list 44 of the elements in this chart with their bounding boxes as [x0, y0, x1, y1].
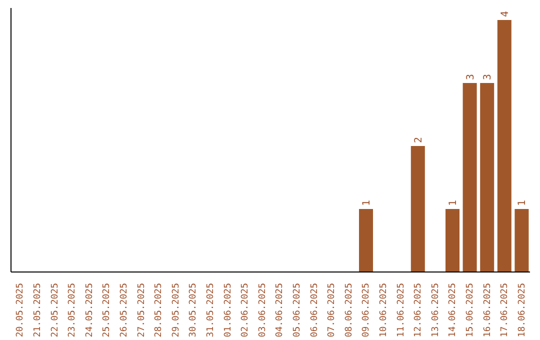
x-tick-label: 08.06.2025 [344, 283, 354, 338]
bar [446, 209, 460, 272]
x-tick-label: 29.05.2025 [171, 283, 182, 338]
data-label: 1 [517, 200, 528, 206]
x-tick-label: 09.06.2025 [362, 283, 372, 338]
bar [462, 83, 477, 272]
x-tick-label: 02.06.2025 [240, 283, 251, 338]
x-tick-label: 20.05.2025 [16, 283, 26, 338]
data-label: 2 [413, 136, 424, 143]
x-tick-label: 25.05.2025 [102, 283, 112, 338]
x-tick-label: 13.06.2025 [430, 283, 441, 338]
x-tick-label: 17.06.2025 [500, 283, 510, 338]
bar [359, 209, 373, 272]
x-tick-label: 24.05.2025 [84, 283, 95, 338]
x-tick-label: 31.05.2025 [206, 283, 216, 338]
bar [480, 83, 494, 272]
x-tick-label: 26.05.2025 [119, 283, 130, 338]
data-label: 4 [500, 10, 511, 17]
x-tick-label: 07.06.2025 [327, 283, 338, 338]
x-tick-label: 14.06.2025 [448, 283, 458, 338]
bar [410, 146, 425, 272]
bar [497, 20, 512, 272]
bar [514, 209, 529, 272]
x-tick-label: 04.06.2025 [275, 283, 286, 338]
x-tick-label: 22.05.2025 [50, 283, 60, 338]
data-label: 3 [465, 74, 476, 80]
x-tick-label: 10.06.2025 [378, 283, 389, 338]
data-label: 1 [362, 200, 372, 206]
x-tick-label: 12.06.2025 [414, 283, 424, 338]
data-label: 1 [448, 200, 459, 206]
x-tick-label: 16.06.2025 [482, 283, 493, 338]
x-tick-label: 27.05.2025 [136, 283, 147, 338]
x-tick-label: 03.06.2025 [258, 283, 268, 338]
x-tick-label: 01.06.2025 [223, 283, 234, 338]
x-tick-label: 05.06.2025 [292, 283, 302, 338]
data-label: 3 [482, 74, 494, 80]
x-tick-label: 30.05.2025 [188, 283, 199, 338]
x-tick-label: 28.05.2025 [154, 283, 164, 338]
x-tick-label: 15.06.2025 [465, 283, 476, 338]
x-tick-label: 11.06.2025 [396, 283, 406, 338]
x-tick-label: 06.06.2025 [310, 283, 320, 338]
x-tick-label: 18.06.2025 [517, 283, 528, 338]
x-tick-label: 23.05.2025 [68, 283, 78, 338]
x-tick-label: 21.05.2025 [32, 283, 43, 338]
